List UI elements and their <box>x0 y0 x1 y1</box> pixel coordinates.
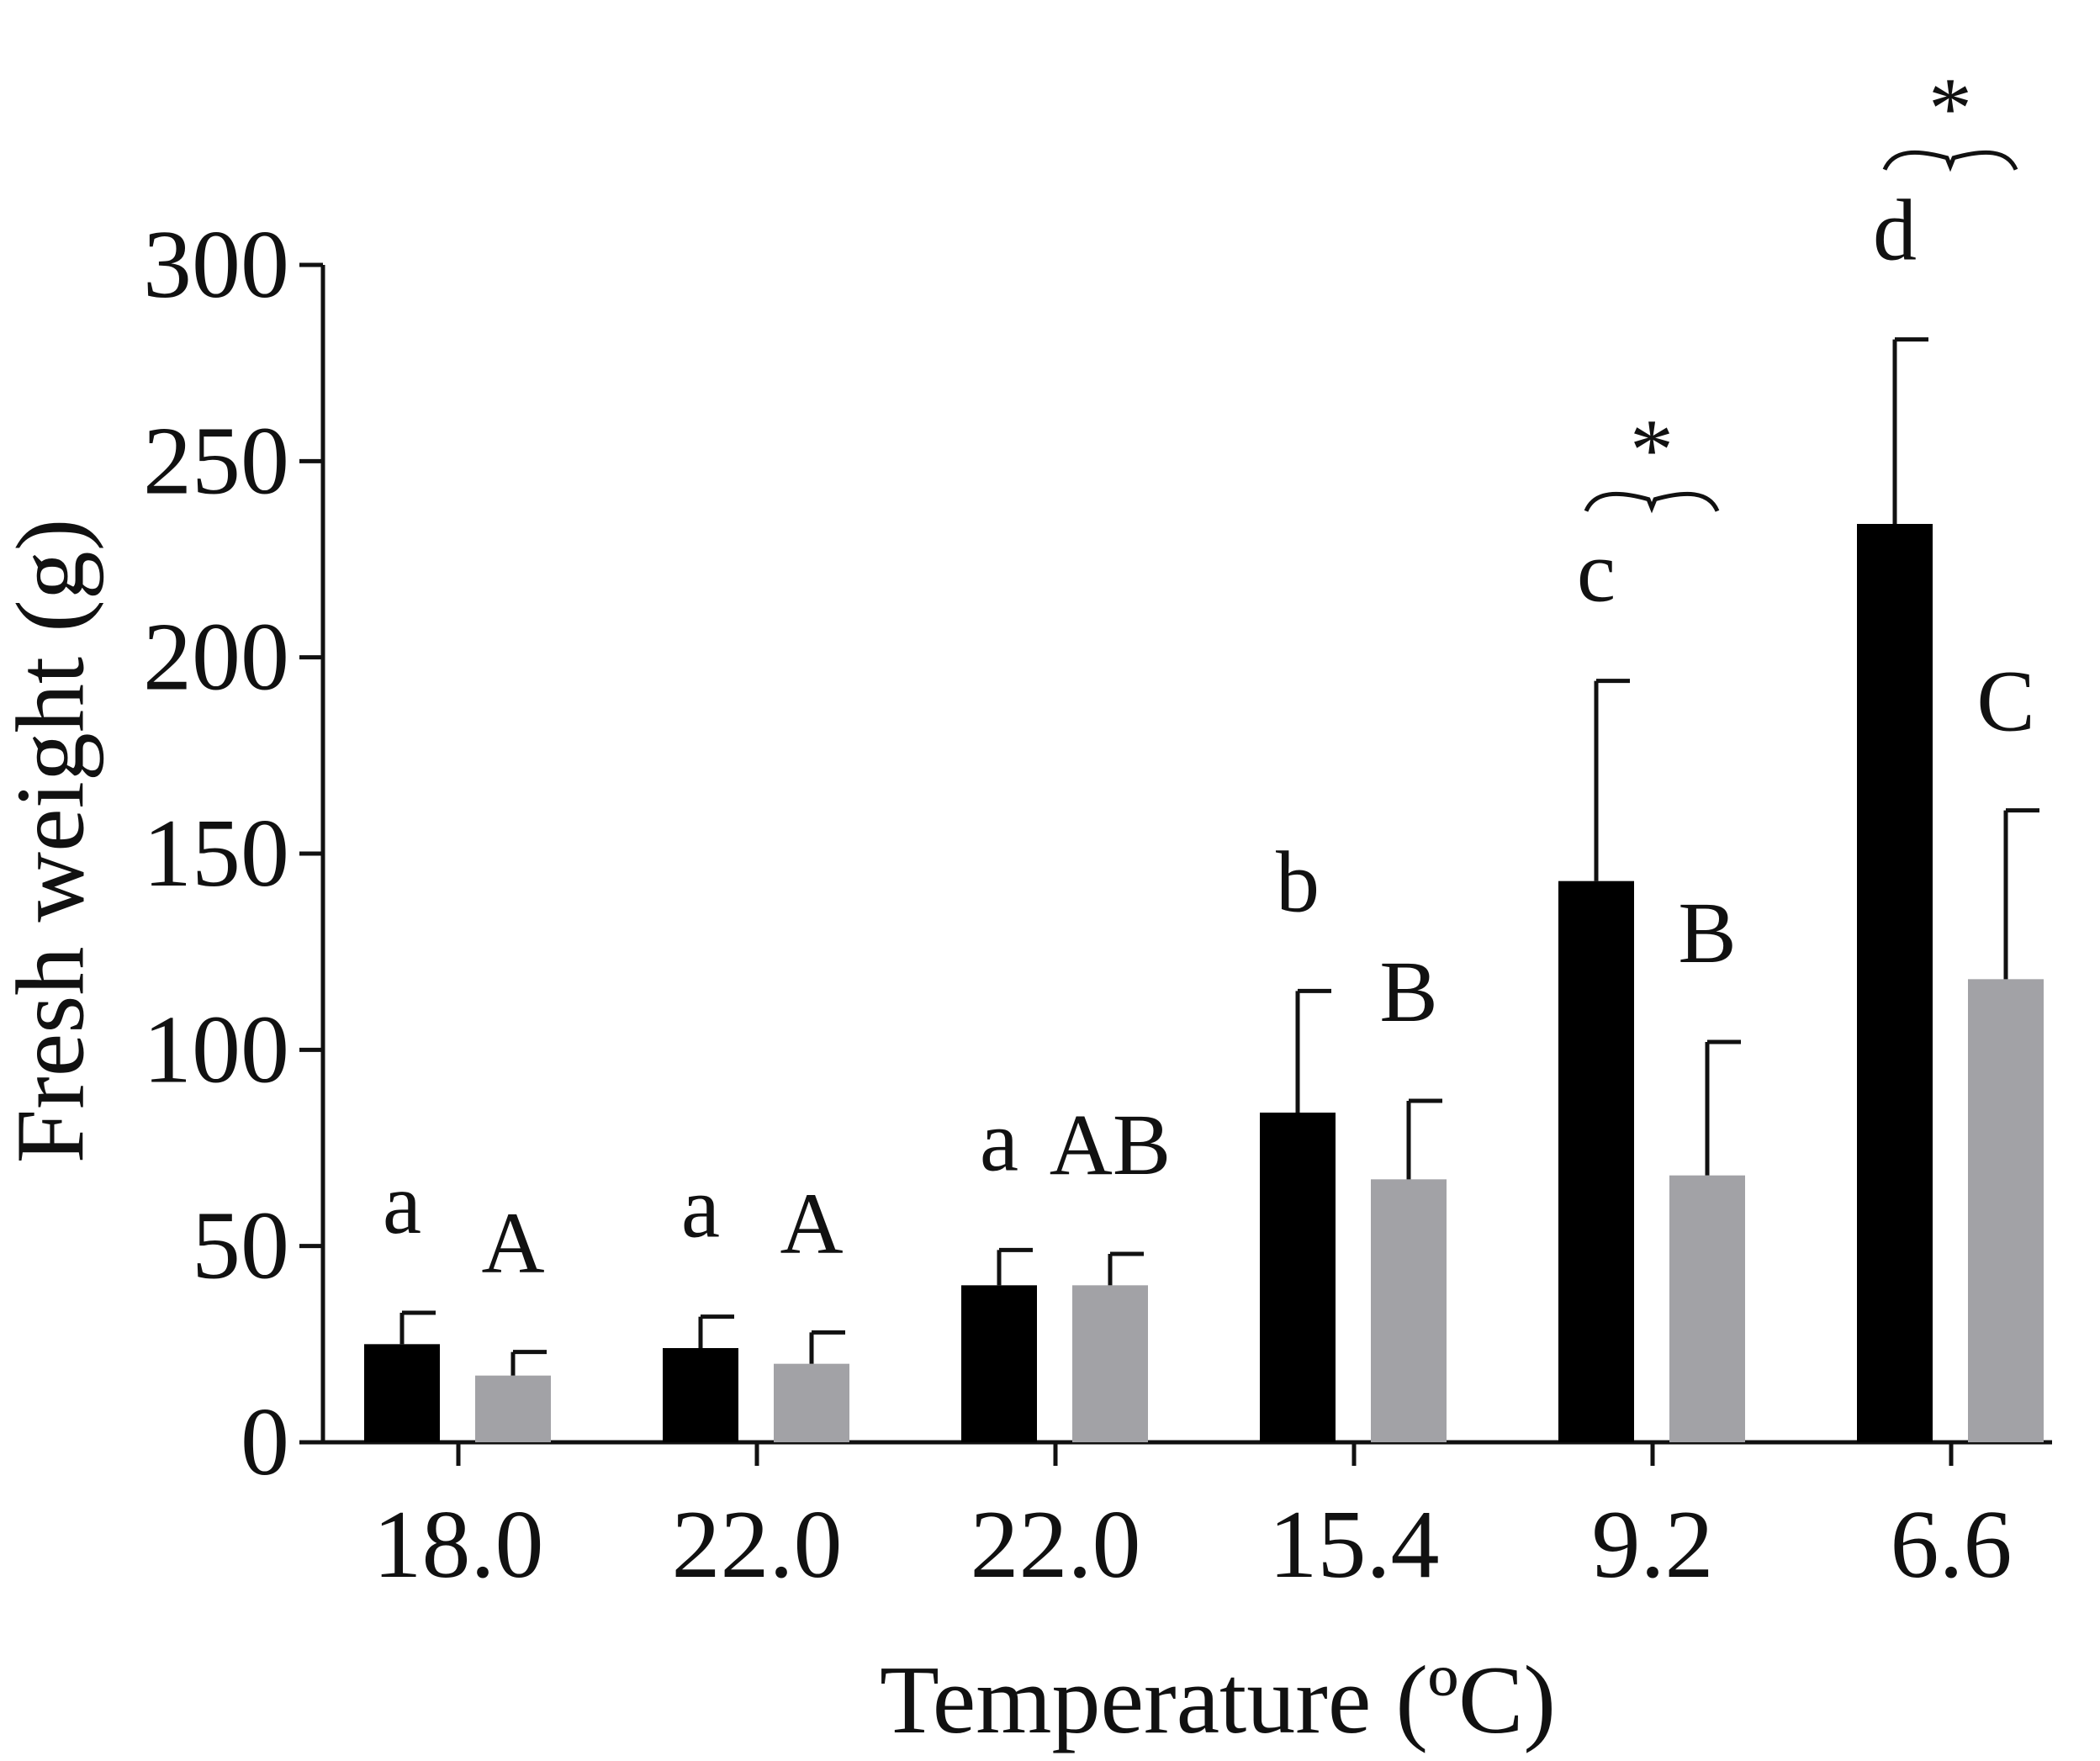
y-tick-label: 200 <box>143 604 289 711</box>
bars-layer <box>364 337 2044 1442</box>
significance-letter: b <box>1276 833 1320 930</box>
bar <box>1558 880 1634 1442</box>
significance-star: * <box>1928 61 1972 157</box>
labels-layer: a a a b c d A A AB B B C * * <box>383 61 2035 1292</box>
significance-letter: c <box>1577 524 1616 621</box>
y-tick-label: 150 <box>143 800 289 907</box>
x-tick-label: 22.0 <box>672 1491 843 1599</box>
significance-letter: A <box>481 1195 544 1292</box>
y-tick-label: 50 <box>192 1193 289 1300</box>
significance-letter: a <box>681 1160 720 1256</box>
bar <box>1371 1179 1447 1442</box>
significance-brace <box>1584 491 1720 514</box>
y-tick-label: 300 <box>143 211 289 319</box>
y-tick-label: 0 <box>241 1388 289 1496</box>
bar <box>1857 524 1933 1442</box>
x-tick-label: 22.0 <box>971 1491 1141 1599</box>
bar <box>1669 1175 1745 1442</box>
x-tick-label: 6.6 <box>1891 1491 2013 1599</box>
y-tick-label: 250 <box>143 407 289 515</box>
bar <box>961 1285 1037 1442</box>
bar <box>663 1348 738 1442</box>
y-axis-title: Fresh weight (g) <box>0 519 105 1164</box>
y-axis: 0 50 100 150 200 250 300 <box>143 211 325 1496</box>
significance-star: * <box>1630 402 1674 499</box>
bar <box>774 1363 849 1442</box>
significance-letter: A <box>780 1175 843 1272</box>
x-tick-label: 18.0 <box>373 1491 544 1599</box>
significance-letter: B <box>1379 944 1437 1040</box>
x-tick-label: 9.2 <box>1592 1491 1714 1599</box>
bar <box>1072 1285 1148 1442</box>
significance-letter: d <box>1873 182 1917 279</box>
x-tick-label: 15.4 <box>1269 1491 1440 1599</box>
bar <box>1968 979 2044 1442</box>
y-tick-label: 100 <box>143 996 289 1103</box>
significance-brace <box>1882 150 2018 172</box>
bar <box>1260 1113 1336 1442</box>
bar <box>475 1375 551 1442</box>
x-axis-title: Temperature (ºC) <box>880 1647 1556 1754</box>
significance-letter: a <box>383 1155 421 1252</box>
significance-letter: B <box>1678 885 1736 981</box>
significance-letter: a <box>980 1092 1018 1189</box>
significance-letter: AB <box>1050 1097 1171 1193</box>
significance-letter: C <box>1976 653 2034 750</box>
bar <box>364 1344 440 1442</box>
x-axis: 18.0 22.0 22.0 15.4 9.2 6.6 <box>323 1440 2052 1599</box>
